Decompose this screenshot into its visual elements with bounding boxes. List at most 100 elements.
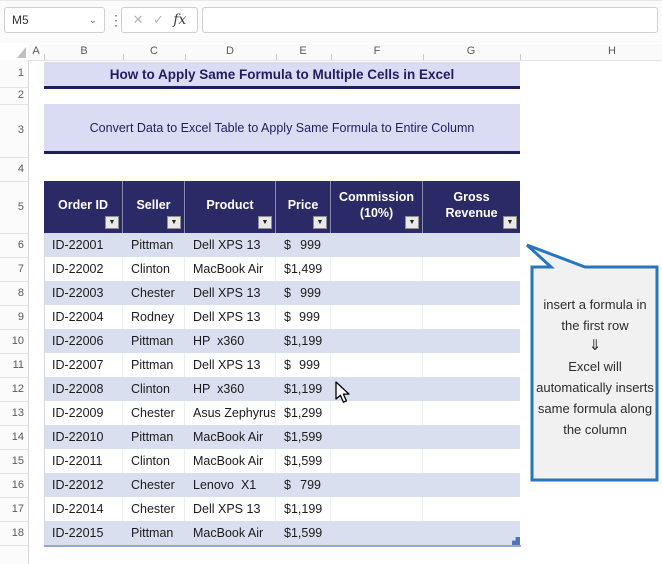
cell-seller[interactable]: Rodney (123, 305, 185, 329)
table-column-header-commission-10[interactable]: Commission (10%) ▼ (331, 181, 423, 233)
cell-price[interactable]: $1,199 (276, 377, 331, 401)
table-column-header-price[interactable]: Price ▼ (276, 181, 331, 233)
cell-price[interactable]: $799 (276, 473, 331, 497)
cell-seller[interactable]: Clinton (123, 257, 185, 281)
cell-commission[interactable] (331, 401, 423, 425)
enter-icon[interactable]: ✓ (152, 12, 164, 27)
cell-order-id[interactable]: ID-22003 (44, 281, 123, 305)
select-all-triangle-icon[interactable] (17, 47, 26, 58)
cell-order-id[interactable]: ID-22014 (44, 497, 123, 521)
row-header-8[interactable]: 8 (17, 286, 24, 299)
cell-price[interactable]: $999 (276, 233, 331, 257)
cell-seller[interactable]: Pittman (123, 425, 185, 449)
cell-gross-revenue[interactable] (423, 305, 520, 329)
row-header-4[interactable]: 4 (17, 162, 24, 175)
cell-order-id[interactable]: ID-22009 (44, 401, 123, 425)
cell-seller[interactable]: Chester (123, 473, 185, 497)
column-header-D[interactable]: D (226, 45, 234, 57)
cell-seller[interactable]: Clinton (123, 449, 185, 473)
chevron-down-icon[interactable]: ⌄ (88, 14, 97, 26)
cell-seller[interactable]: Pittman (123, 353, 185, 377)
filter-dropdown-icon[interactable]: ▼ (313, 216, 327, 229)
cell-seller[interactable]: Pittman (123, 329, 185, 353)
cell-price[interactable]: $1,499 (276, 257, 331, 281)
cell-order-id[interactable]: ID-22015 (44, 521, 123, 545)
column-header-B[interactable]: B (80, 45, 88, 57)
cell-gross-revenue[interactable] (423, 521, 520, 545)
cell-gross-revenue[interactable] (423, 473, 520, 497)
filter-dropdown-icon[interactable]: ▼ (503, 216, 517, 229)
cell-order-id[interactable]: ID-22010 (44, 425, 123, 449)
cell-price[interactable]: $1,599 (276, 449, 331, 473)
cell-commission[interactable] (331, 233, 423, 257)
cell-gross-revenue[interactable] (423, 233, 520, 257)
filter-dropdown-icon[interactable]: ▼ (258, 216, 272, 229)
cell-product[interactable]: Lenovo X1 (185, 473, 276, 497)
cell-product[interactable]: MacBook Air (185, 521, 276, 545)
cell-product[interactable]: Dell XPS 13 (185, 281, 276, 305)
column-header-H[interactable]: H (608, 45, 616, 57)
cell-seller[interactable]: Pittman (123, 521, 185, 545)
insert-function-icon[interactable]: fx (173, 12, 187, 28)
row-header-6[interactable]: 6 (17, 238, 24, 251)
row-header-1[interactable]: 1 (17, 67, 24, 79)
table-column-header-order-id[interactable]: Order ID ▼ (44, 181, 123, 233)
row-header-7[interactable]: 7 (17, 262, 24, 275)
row-header-5[interactable]: 5 (17, 200, 24, 213)
cell-commission[interactable] (331, 353, 423, 377)
cell-product[interactable]: MacBook Air (185, 257, 276, 281)
page-title[interactable]: How to Apply Same Formula to Multiple Ce… (44, 62, 520, 89)
cell-product[interactable]: MacBook Air (185, 449, 276, 473)
cell-product[interactable]: MacBook Air (185, 425, 276, 449)
cell-commission[interactable] (331, 305, 423, 329)
cell-seller[interactable]: Clinton (123, 377, 185, 401)
cell-price[interactable]: $999 (276, 281, 331, 305)
row-header-3[interactable]: 3 (17, 124, 24, 136)
cell-price[interactable]: $1,299 (276, 401, 331, 425)
cell-commission[interactable] (331, 497, 423, 521)
cell-product[interactable]: Asus Zephyrus (185, 401, 276, 425)
row-header-18[interactable]: 18 (11, 526, 24, 539)
table-column-header-product[interactable]: Product ▼ (185, 181, 276, 233)
cell-seller[interactable]: Chester (123, 281, 185, 305)
cell-gross-revenue[interactable] (423, 401, 520, 425)
cell-gross-revenue[interactable] (423, 257, 520, 281)
cell-price[interactable]: $999 (276, 305, 331, 329)
cell-price[interactable]: $1,599 (276, 521, 331, 545)
section-subtitle[interactable]: Convert Data to Excel Table to Apply Sam… (44, 104, 520, 154)
cell-order-id[interactable]: ID-22006 (44, 329, 123, 353)
cell-commission[interactable] (331, 257, 423, 281)
filter-dropdown-icon[interactable]: ▼ (405, 216, 419, 229)
row-header-16[interactable]: 16 (11, 478, 24, 491)
name-box[interactable]: M5 ⌄ (4, 7, 105, 33)
column-header-G[interactable]: G (466, 45, 476, 57)
callout-bubble[interactable] (518, 238, 662, 484)
table-column-header-gross-revenue[interactable]: Gross Revenue ▼ (423, 181, 520, 233)
cell-price[interactable]: $999 (276, 353, 331, 377)
cell-order-id[interactable]: ID-22008 (44, 377, 123, 401)
cell-price[interactable]: $1,599 (276, 425, 331, 449)
cell-gross-revenue[interactable] (423, 281, 520, 305)
cell-commission[interactable] (331, 449, 423, 473)
table-resize-handle[interactable] (512, 537, 520, 545)
cell-gross-revenue[interactable] (423, 353, 520, 377)
row-header-12[interactable]: 12 (11, 382, 24, 395)
row-header-14[interactable]: 14 (11, 430, 24, 443)
row-header-2[interactable]: 2 (17, 89, 24, 101)
column-header-A[interactable]: A (32, 45, 40, 57)
cell-gross-revenue[interactable] (423, 425, 520, 449)
column-header-C[interactable]: C (150, 45, 158, 57)
cell-commission[interactable] (331, 281, 423, 305)
cell-commission[interactable] (331, 473, 423, 497)
cell-product[interactable]: Dell XPS 13 (185, 497, 276, 521)
cell-order-id[interactable]: ID-22012 (44, 473, 123, 497)
cell-commission[interactable] (331, 329, 423, 353)
cell-product[interactable]: Dell XPS 13 (185, 305, 276, 329)
cell-commission[interactable] (331, 377, 423, 401)
row-header-13[interactable]: 13 (11, 406, 24, 419)
cell-product[interactable]: Dell XPS 13 (185, 353, 276, 377)
cell-commission[interactable] (331, 425, 423, 449)
cell-order-id[interactable]: ID-22002 (44, 257, 123, 281)
cell-gross-revenue[interactable] (423, 329, 520, 353)
row-header-11[interactable]: 11 (12, 358, 24, 371)
